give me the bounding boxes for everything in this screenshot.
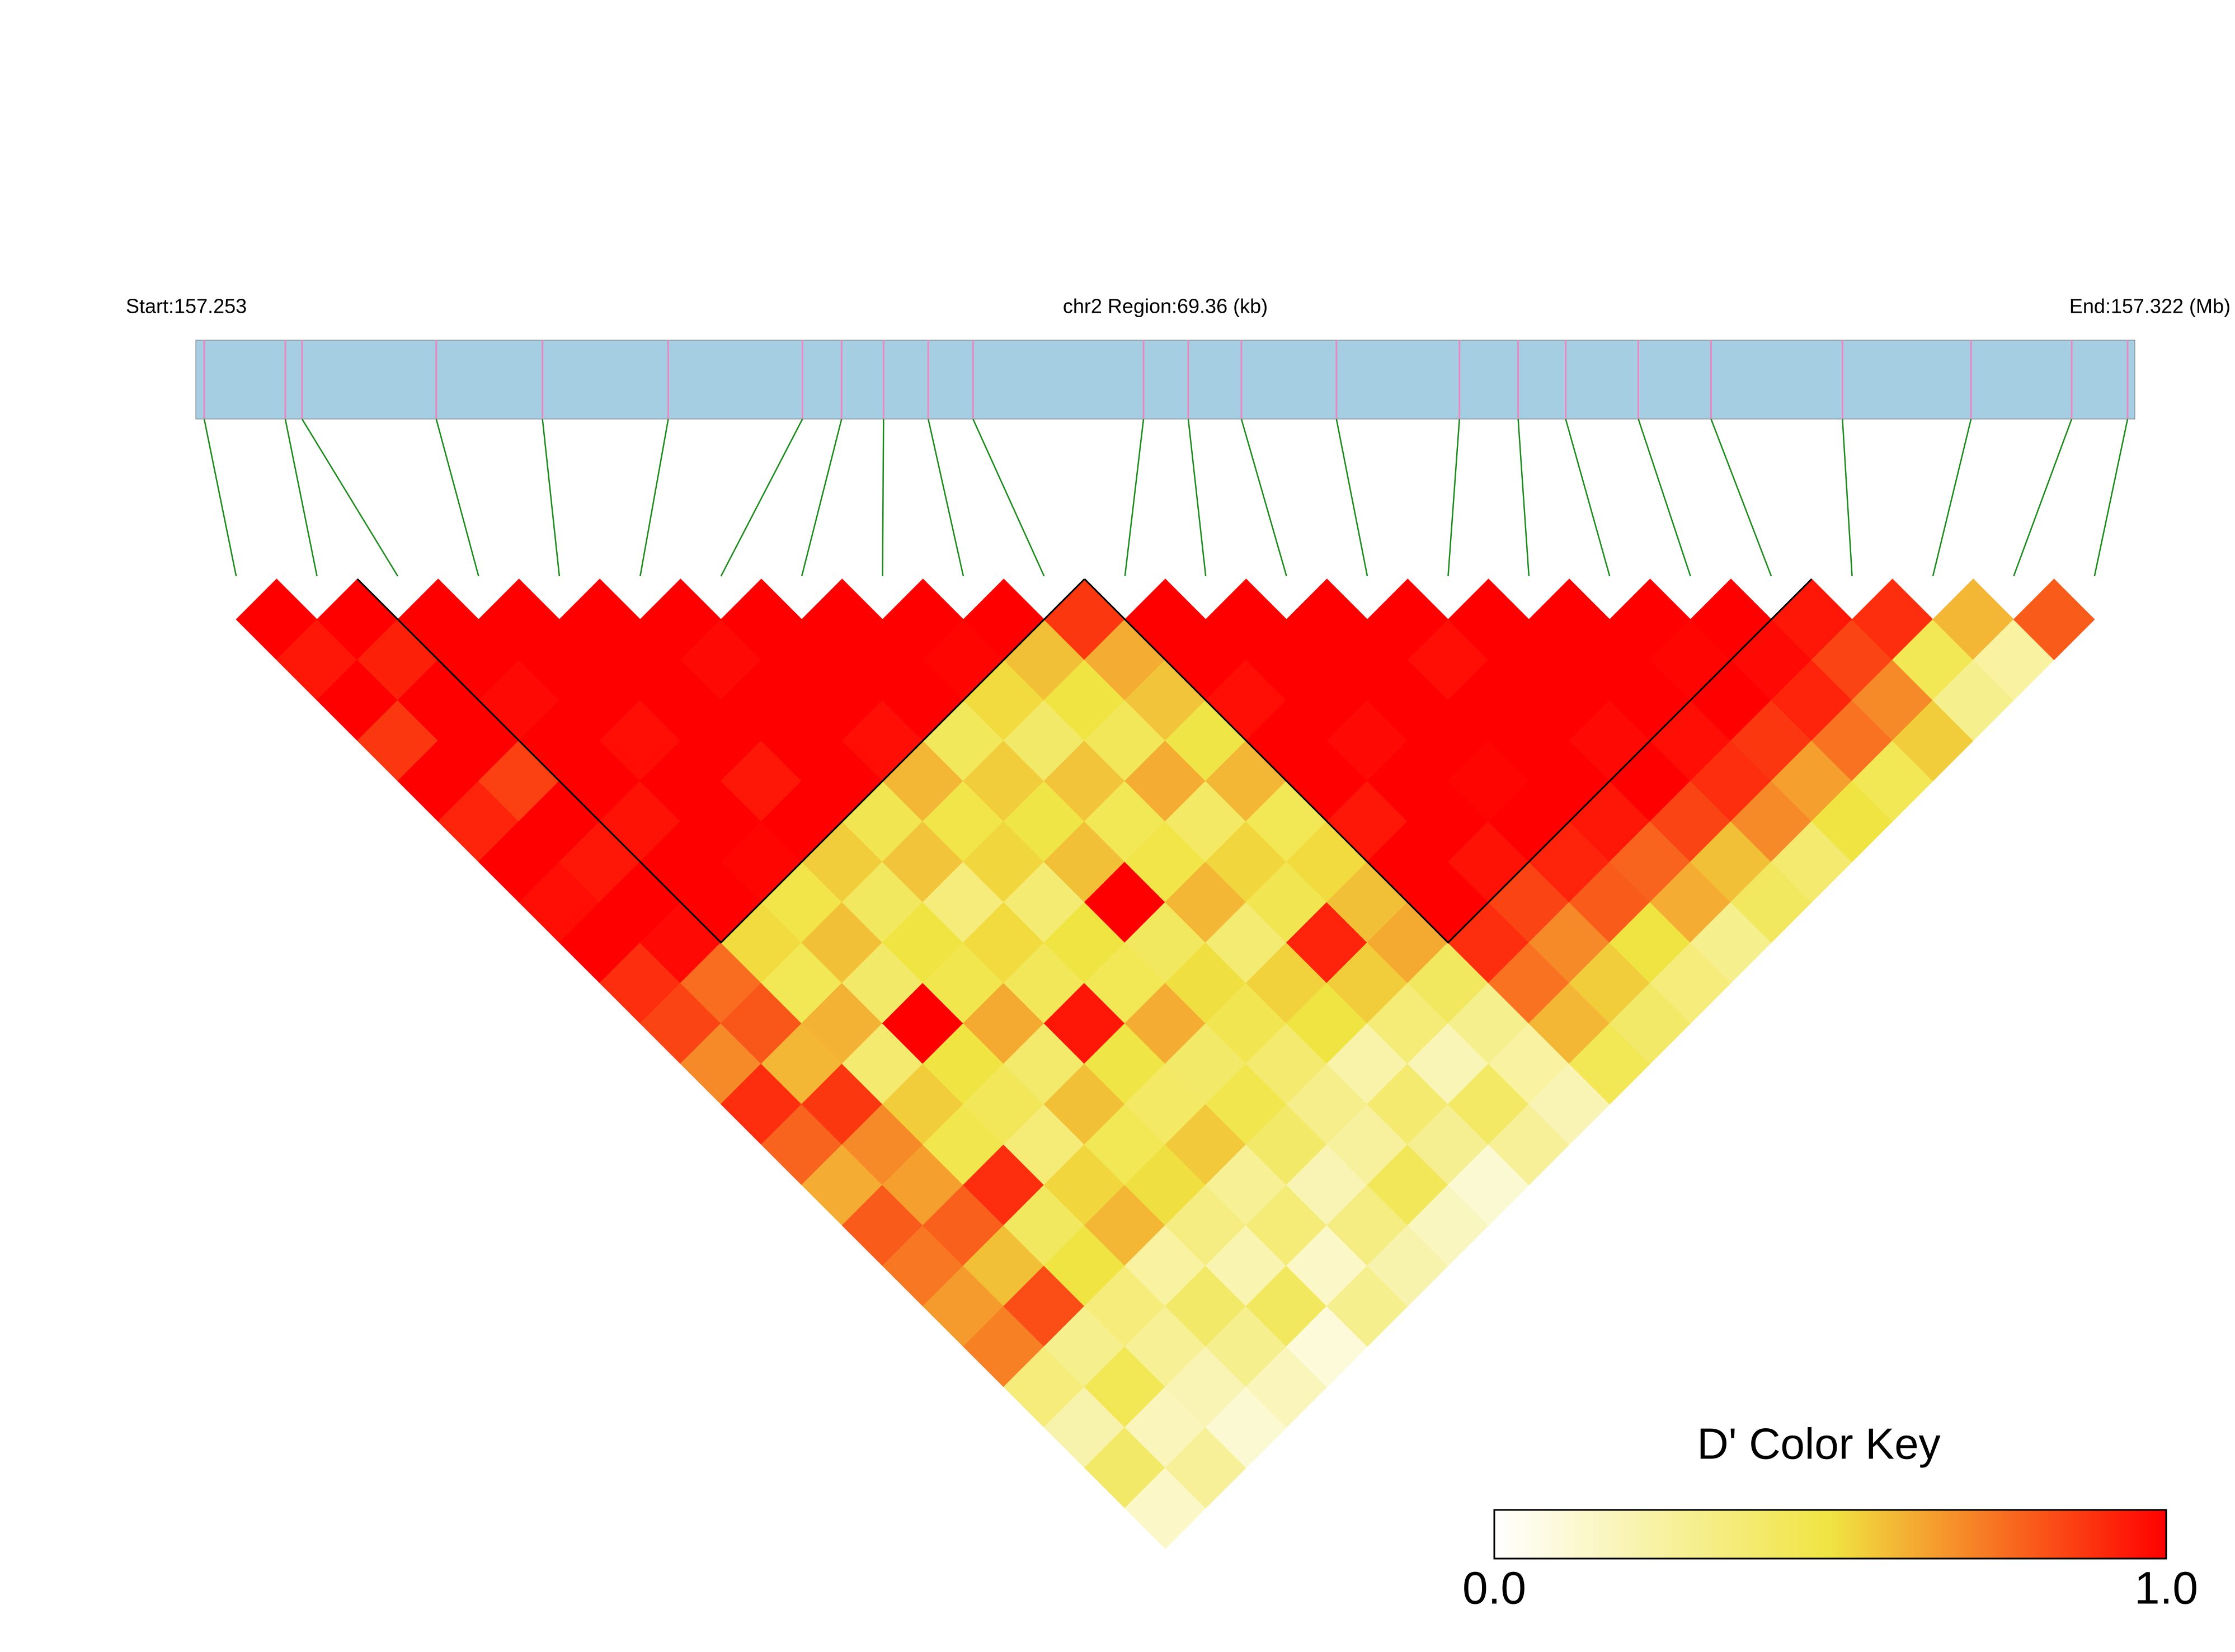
snp-link bbox=[1565, 418, 1611, 577]
snp-link bbox=[1240, 418, 1287, 577]
gene-bar bbox=[195, 340, 2135, 420]
color-key-title: D' Color Key bbox=[1697, 1419, 1940, 1469]
snp-link bbox=[1335, 418, 1368, 577]
color-key-tick-label: 1.0 bbox=[2134, 1563, 2198, 1614]
start-label: Start:157.253 bbox=[126, 295, 247, 318]
snp-link bbox=[1517, 418, 1530, 577]
snp-link bbox=[1124, 418, 1145, 577]
snp-link bbox=[435, 418, 479, 577]
color-key-bar bbox=[1493, 1509, 2167, 1560]
snp-link bbox=[1710, 418, 1772, 577]
ld-cell bbox=[2013, 578, 2095, 661]
snp-link bbox=[720, 418, 803, 577]
snp-link bbox=[284, 418, 318, 577]
snp-link bbox=[203, 418, 237, 577]
snp-link bbox=[1842, 418, 1853, 577]
snp-link bbox=[2093, 418, 2129, 577]
ld-block bbox=[356, 578, 1085, 944]
snp-link bbox=[928, 418, 964, 577]
snp-link bbox=[301, 418, 399, 577]
snp-link bbox=[1447, 418, 1460, 577]
snp-link bbox=[1187, 418, 1207, 577]
region-label: chr2 Region:69.36 (kb) bbox=[1063, 295, 1268, 318]
color-key-tick-label: 0.0 bbox=[1462, 1563, 1526, 1614]
ld-block bbox=[1084, 578, 1813, 944]
snp-link bbox=[2013, 418, 2073, 577]
snp-link bbox=[1638, 418, 1691, 577]
snp-link bbox=[639, 418, 669, 577]
snp-link bbox=[1932, 418, 1972, 577]
end-label: End:157.322 (Mb) bbox=[2069, 295, 2231, 318]
snp-link bbox=[801, 418, 843, 577]
snp-link bbox=[972, 418, 1045, 577]
snp-link bbox=[542, 418, 561, 577]
snp-link bbox=[882, 418, 884, 577]
